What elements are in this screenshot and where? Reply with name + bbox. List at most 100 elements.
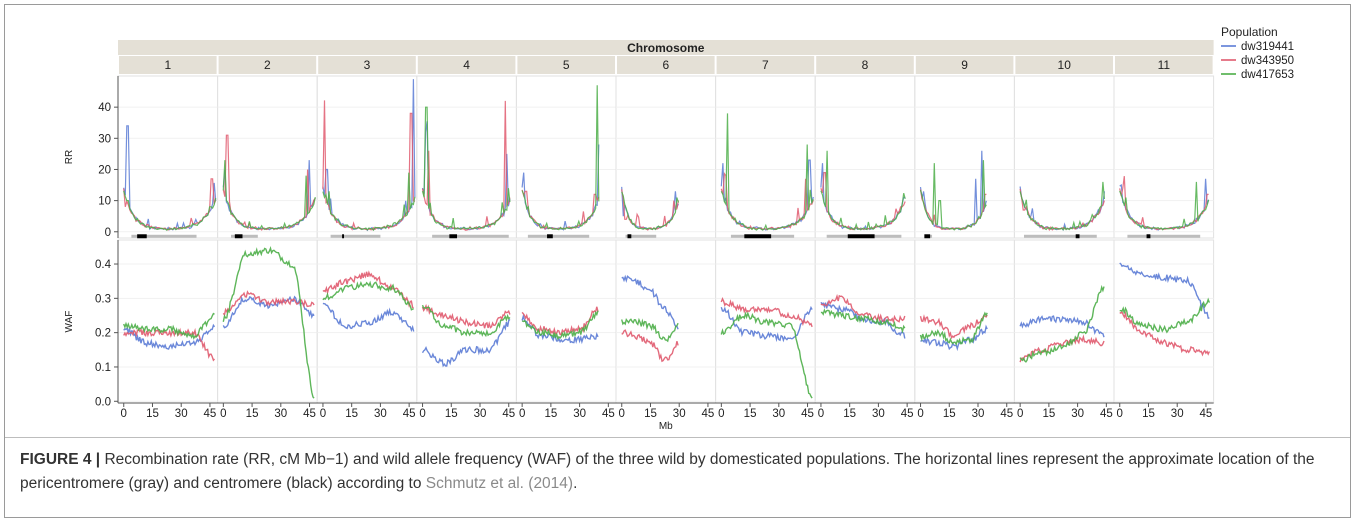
- facet-chr-6: 6 0 15 30 45: [615, 56, 717, 420]
- rr-panel: [515, 75, 617, 239]
- x-tick-label: 15: [943, 408, 956, 420]
- waf-line-dw417653: [1019, 284, 1105, 363]
- waf-line-dw417653: [1119, 297, 1211, 334]
- x-tick-label: 30: [175, 408, 188, 420]
- rr-line-dw417653: [421, 106, 511, 230]
- facet-chr-4: 4 0 15 30 45: [416, 56, 517, 420]
- facet-label-box: [1015, 56, 1113, 74]
- y-tick-label: 0.1: [95, 362, 111, 374]
- facet-label: 9: [961, 58, 968, 72]
- rr-line-dw319441: [322, 79, 416, 232]
- rr-line-dw343950: [720, 172, 814, 231]
- waf-line-dw417653: [322, 280, 414, 311]
- waf-line-dw319441: [720, 305, 813, 343]
- waf-line-dw343950: [621, 329, 679, 363]
- centromere-bar: [1146, 234, 1151, 239]
- rr-line-dw417653: [919, 160, 987, 231]
- x-tick-label: 45: [1100, 408, 1113, 420]
- figure-frame: [4, 4, 1351, 518]
- x-tick-label: 0: [220, 408, 226, 420]
- pericentromere-bar: [330, 234, 381, 238]
- rr-line-dw343950: [222, 134, 316, 231]
- waf-line-dw343950: [1019, 334, 1105, 363]
- facet-label: 4: [463, 58, 470, 72]
- pericentromere-bar: [527, 234, 590, 238]
- x-tick-label: 0: [121, 408, 127, 420]
- waf-line-dw417653: [123, 312, 215, 340]
- waf-line-dw343950: [1119, 310, 1211, 357]
- x-tick-label: 15: [146, 408, 159, 420]
- centromere-bar: [924, 234, 931, 239]
- y-tick-label: 0.0: [95, 396, 111, 408]
- legend-entry-dw343950: dw343950: [1241, 55, 1294, 67]
- x-tick-label: 30: [972, 408, 985, 420]
- rr-line-dw417653: [1119, 181, 1210, 231]
- legend-entry-dw417653: dw417653: [1241, 69, 1294, 81]
- x-tick-label: 15: [843, 408, 856, 420]
- axes: 0 10 20 30 40 RR 0.0 0.1 0.2 0.3 0.4 WAF Mb: [64, 76, 1214, 432]
- x-tick-label: 30: [1171, 408, 1184, 420]
- x-tick-label: 45: [502, 408, 515, 420]
- x-tick-label: 30: [474, 408, 487, 420]
- x-tick-label: 15: [744, 408, 757, 420]
- facet-label-box: [1115, 56, 1213, 74]
- facet-label-box: [417, 56, 516, 74]
- facet-label-box: [915, 56, 1014, 74]
- x-tick-label: 45: [702, 408, 715, 420]
- x-tick-label: 15: [1042, 408, 1055, 420]
- x-tick-label: 45: [303, 408, 316, 420]
- facet-label: 8: [862, 58, 869, 72]
- waf-line-dw343950: [820, 293, 906, 324]
- pericentromere-bar: [625, 234, 657, 238]
- x-tick-label: 45: [1000, 408, 1013, 420]
- waf-line-dw319441: [322, 302, 415, 333]
- caption-separator: [5, 437, 1350, 438]
- rr-line-dw417653: [720, 113, 814, 231]
- facet-label: 10: [1058, 58, 1072, 72]
- rr-line-dw319441: [521, 144, 600, 231]
- x-tick-label: 30: [1071, 408, 1084, 420]
- x-tick-label: 15: [445, 408, 458, 420]
- centromere-bar: [627, 234, 632, 239]
- caption-text: Recombination rate (RR, cM Mb−1) and wil…: [20, 451, 1315, 492]
- pericentromere-bar: [131, 234, 197, 238]
- legend-title: Population: [1221, 25, 1278, 39]
- y-tick-label: 30: [98, 133, 111, 145]
- waf-line-dw343950: [919, 314, 988, 340]
- rr-line-dw319441: [621, 186, 679, 231]
- y-tick-label: 20: [98, 164, 111, 176]
- x-tick-label: 0: [718, 408, 724, 420]
- waf-line-dw319441: [920, 324, 988, 352]
- facet-label-box: [617, 56, 715, 74]
- y-tick-label: 10: [98, 196, 111, 208]
- x-tick-label: 0: [320, 408, 326, 420]
- rr-line-dw343950: [820, 172, 906, 231]
- waf-line-dw343950: [421, 303, 511, 329]
- rr-line-dw417653: [222, 160, 316, 231]
- facet-header-strip: [118, 40, 1214, 55]
- centromere-bar: [547, 234, 553, 239]
- caption-reference-link[interactable]: Schmutz et al. (2014): [425, 475, 574, 492]
- x-tick-label: 0: [1017, 408, 1023, 420]
- x-tick-label: 0: [619, 408, 625, 420]
- waf-line-dw417653: [421, 304, 511, 338]
- y-tick-label: 0.4: [95, 259, 112, 271]
- facet-chr-11: 11 0 15 30 45: [1113, 56, 1215, 420]
- y-tick-label: 0.2: [95, 328, 111, 340]
- centromere-bar: [847, 234, 875, 239]
- legend: Population dw319441 dw343950 dw417653: [1221, 25, 1294, 81]
- facet-chr-10: 10 0 15 30 45: [1013, 56, 1115, 420]
- waf-line-dw343950: [123, 327, 216, 362]
- pericentromere-bar: [1023, 234, 1097, 238]
- x-tick-label: 30: [573, 408, 586, 420]
- x-axis-label: Mb: [659, 421, 673, 432]
- y-tick-label: 0.3: [95, 293, 111, 305]
- y-tick-label: 40: [98, 102, 111, 114]
- facet-label: 1: [164, 58, 171, 72]
- waf-line-dw417653: [621, 317, 679, 343]
- x-tick-label: 0: [1117, 408, 1123, 420]
- facet-label: 5: [563, 58, 570, 72]
- rr-line-dw343950: [621, 189, 679, 231]
